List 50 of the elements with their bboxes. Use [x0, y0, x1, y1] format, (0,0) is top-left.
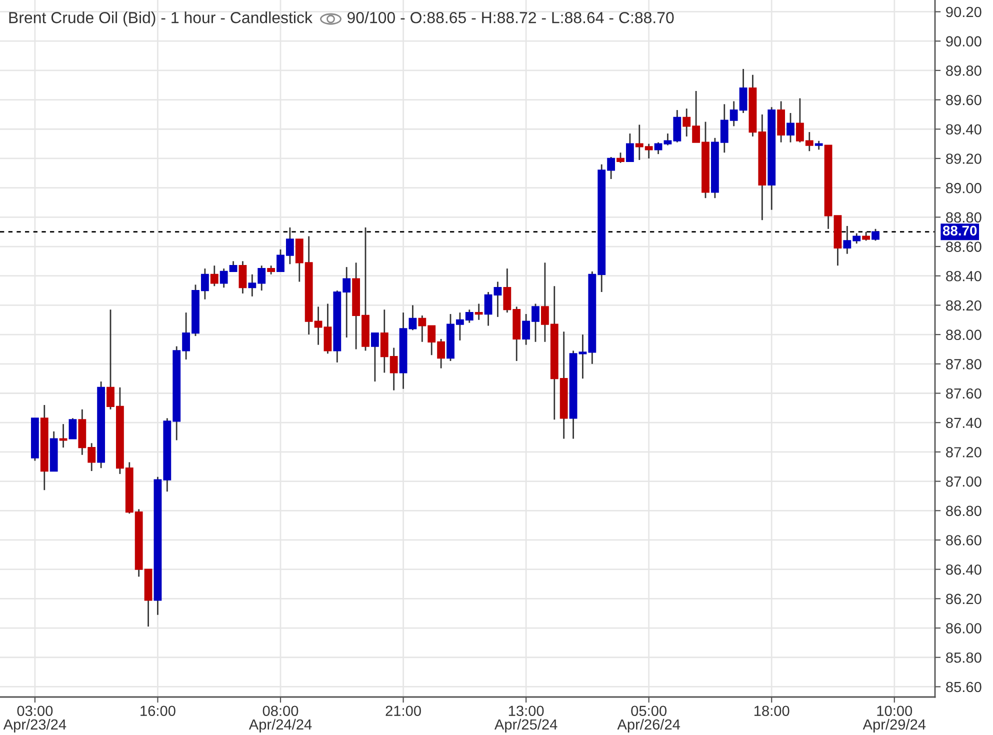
candlestick: [616, 152, 624, 164]
y-tick-label: 86.60: [946, 535, 982, 546]
candlestick: [324, 303, 332, 354]
x-tick-label: 21:00: [386, 706, 421, 716]
text: 90/100 - O:88.65 - H:88.72 - L:88.64 - C:88.70: [348, 12, 674, 24]
y-tick-label: 88.40: [946, 270, 982, 282]
y-tick-label: 88.60: [946, 242, 982, 252]
candlestick: [370, 332, 379, 382]
y-tick-label: 90.00: [946, 36, 982, 47]
y-tick-label: 86.80: [946, 506, 982, 516]
candlestick: [654, 142, 662, 155]
candlestick: [626, 132, 634, 162]
x-tick-label: 18:00: [754, 706, 790, 716]
y-tick-label: 89.80: [946, 66, 982, 76]
x-tick-label: 08:00 Apr/24/24: [248, 706, 312, 733]
candlestick: [494, 281, 502, 318]
y-tick-label: 85.80: [946, 652, 982, 663]
candlestick: [238, 260, 247, 294]
x-tick-label: 10:00 Apr/29/24: [862, 706, 926, 733]
y-tick-label: 89.60: [946, 94, 982, 106]
y-tick-label: 86.40: [946, 564, 982, 575]
y-tick-label: 88.20: [946, 300, 982, 311]
x-tick-label: 13:00 Apr/25/24: [494, 706, 558, 733]
y-tick-label: 89.40: [946, 124, 982, 135]
candlestick: [484, 291, 492, 326]
y-tick-label: 88.00: [946, 330, 982, 340]
candlestick: [59, 423, 68, 448]
text: Brent Crude Oil (Bid) - 1 hour - Candlestick: [9, 12, 312, 26]
y-tick-label: 89.20: [946, 154, 982, 164]
candlestick: [210, 264, 218, 287]
y-tick-label: 86.00: [946, 623, 982, 634]
candlestick: [474, 303, 483, 321]
candlestick: [872, 228, 880, 242]
y-tick-label: 86.20: [946, 594, 982, 604]
x-tick-label: 03:00 Apr/23/24: [3, 706, 66, 733]
y-tick-label: 87.20: [946, 447, 982, 458]
y-tick-label: 85.60: [946, 682, 982, 692]
y-tick-label: 90.20: [946, 6, 982, 18]
candlestick: [408, 304, 417, 331]
candlestick: [786, 112, 794, 144]
y-tick-label: 88.80: [946, 212, 982, 223]
y-tick-label: 87.40: [946, 418, 982, 428]
y-tick-label: 87.00: [946, 476, 982, 487]
candlestick: [68, 418, 77, 440]
y-tick-label: 89.00: [946, 182, 982, 194]
y-tick-label: 87.60: [946, 388, 982, 399]
x-tick-label: 16:00: [140, 706, 176, 716]
y-tick-label: 87.80: [946, 359, 982, 370]
x-tick-label: 05:00 Apr/26/24: [617, 706, 680, 733]
ref-line-label: 88.70: [942, 226, 977, 236]
